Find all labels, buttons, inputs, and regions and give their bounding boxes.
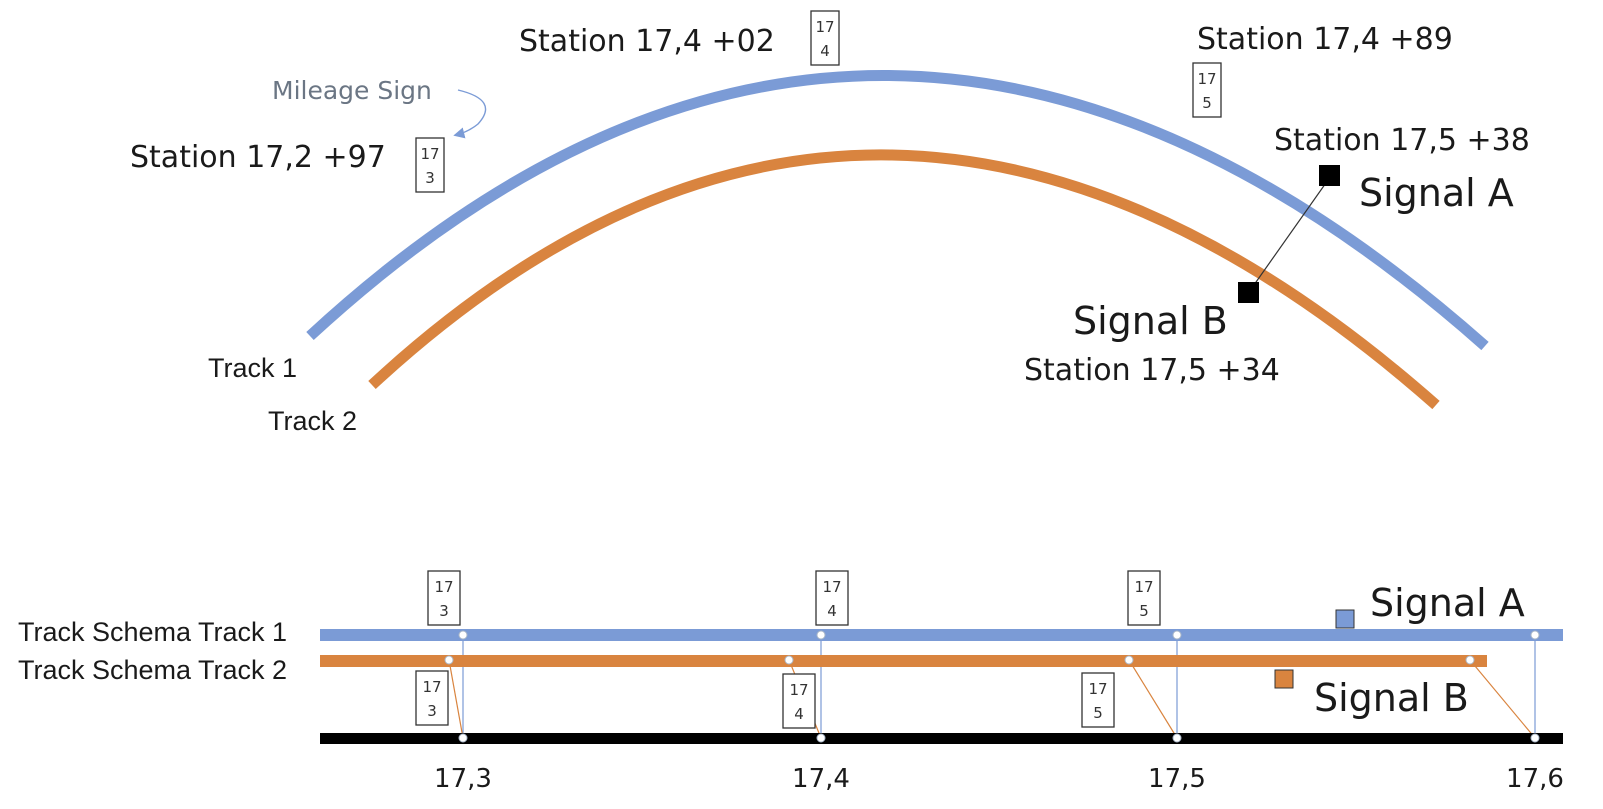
schema-track-1 (320, 629, 1563, 641)
t2-point-17-4 (784, 655, 794, 665)
signal-connector-line (1248, 179, 1329, 293)
signal-b-marker (1238, 282, 1259, 303)
station-label-17-4-02: Station 17,4 +02 (519, 24, 775, 59)
axis-tick-17-6: 17,6 (1506, 764, 1564, 794)
t2-drop-17-6 (1469, 659, 1536, 739)
schema-t2-sign-17-3: 17 3 (415, 670, 449, 726)
track-1-curve (306, 70, 1489, 351)
schema-t2-sign-17-4: 17 4 (782, 673, 816, 729)
mileage-sign-arrow (453, 89, 487, 139)
svg-text:3: 3 (425, 169, 435, 187)
schema-signal-b-label: Signal B (1314, 676, 1469, 720)
schema-track-2-label: Track Schema Track 2 (18, 655, 287, 685)
svg-text:3: 3 (427, 702, 437, 720)
schema-signal-a-marker (1335, 609, 1355, 629)
schema-signal-b-marker (1274, 669, 1294, 689)
station-label-17-5-38: Station 17,5 +38 (1274, 123, 1530, 158)
svg-text:17: 17 (822, 578, 841, 596)
axis-point-17-6 (1530, 733, 1540, 743)
axis-tick-17-4: 17,4 (792, 764, 850, 794)
signal-a-marker (1319, 165, 1340, 186)
mileage-sign-17-4: 17 4 (810, 10, 840, 66)
schema-axis (320, 733, 1563, 744)
axis-point-17-5 (1172, 733, 1182, 743)
t1-point-17-3 (458, 630, 468, 640)
svg-text:4: 4 (794, 705, 804, 723)
svg-text:17: 17 (422, 678, 441, 696)
t1-point-17-6 (1530, 630, 1540, 640)
mileage-sign-17-3: 17 3 (415, 137, 445, 193)
signal-b-label: Signal B (1073, 299, 1228, 343)
t2-drop-17-5 (1128, 659, 1178, 739)
t1-point-17-4 (816, 630, 826, 640)
t2-point-17-6 (1465, 655, 1475, 665)
schema-track-1-label: Track Schema Track 1 (18, 617, 287, 647)
station-label-17-5-34: Station 17,5 +34 (1024, 353, 1280, 388)
svg-text:17: 17 (815, 18, 834, 36)
svg-text:17: 17 (789, 681, 808, 699)
svg-text:5: 5 (1139, 602, 1149, 620)
signal-a-label: Signal A (1359, 171, 1514, 215)
svg-text:4: 4 (820, 42, 830, 60)
track-1-label: Track 1 (208, 353, 297, 383)
svg-text:4: 4 (827, 602, 837, 620)
axis-point-17-3 (458, 733, 468, 743)
svg-text:17: 17 (1134, 578, 1153, 596)
svg-text:17: 17 (434, 578, 453, 596)
t2-drop-17-3 (448, 659, 464, 739)
track-2-label: Track 2 (268, 406, 357, 436)
track-2-curve (368, 149, 1440, 410)
schema-t1-sign-17-4: 17 4 (815, 570, 849, 626)
t2-point-17-5 (1124, 655, 1134, 665)
schema-t2-sign-17-5: 17 5 (1081, 672, 1115, 728)
station-label-17-2-97: Station 17,2 +97 (130, 140, 386, 175)
schema-t1-sign-17-3: 17 3 (427, 570, 461, 626)
svg-text:5: 5 (1093, 704, 1103, 722)
svg-text:17: 17 (1088, 680, 1107, 698)
mileage-sign-17-5: 17 5 (1192, 62, 1222, 118)
t2-point-17-3 (444, 655, 454, 665)
schema-points (444, 630, 1540, 743)
axis-tick-17-3: 17,3 (434, 764, 492, 794)
axis-tick-17-5: 17,5 (1148, 764, 1206, 794)
axis-point-17-4 (816, 733, 826, 743)
svg-text:5: 5 (1202, 94, 1212, 112)
schema-track-2 (320, 655, 1487, 667)
svg-text:17: 17 (420, 145, 439, 163)
schema-t1-sign-17-5: 17 5 (1127, 570, 1161, 626)
station-label-17-4-89: Station 17,4 +89 (1197, 22, 1453, 57)
svg-text:3: 3 (439, 602, 449, 620)
schema-signal-a-label: Signal A (1370, 581, 1525, 625)
t1-point-17-5 (1172, 630, 1182, 640)
svg-text:17: 17 (1197, 70, 1216, 88)
mileage-sign-note: Mileage Sign (272, 76, 432, 105)
